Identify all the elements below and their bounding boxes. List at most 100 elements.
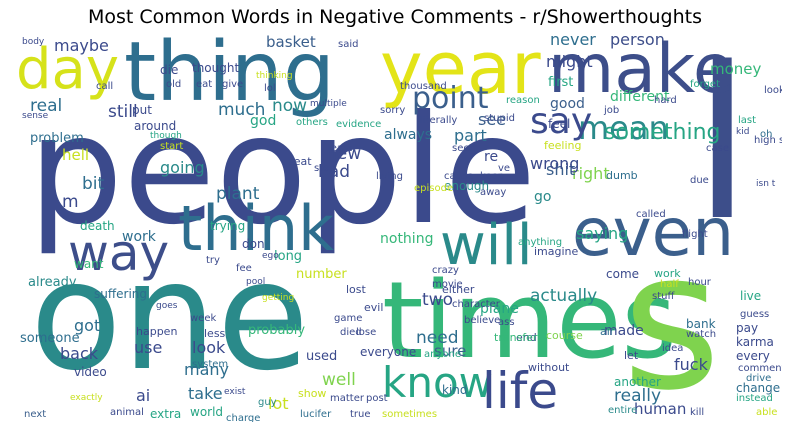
word: anyone <box>424 349 461 360</box>
word: life <box>482 362 559 420</box>
word: s <box>622 211 721 422</box>
word: lost <box>346 283 366 296</box>
word: lot <box>268 394 289 413</box>
word: see <box>478 110 507 129</box>
word: guy <box>258 397 277 408</box>
word: said <box>338 39 359 50</box>
word: ai <box>136 386 151 405</box>
word: kind <box>442 383 468 397</box>
word: everyone <box>360 345 417 359</box>
word: hell <box>62 146 90 164</box>
word: course <box>546 329 583 342</box>
word: many <box>184 360 229 379</box>
word: shit <box>546 160 576 179</box>
word: around <box>134 119 177 133</box>
word: already <box>28 275 77 290</box>
word: come <box>606 267 640 281</box>
word: post <box>366 393 388 404</box>
word: pay <box>736 321 759 335</box>
word: work <box>122 229 156 245</box>
word: number <box>296 267 347 282</box>
word: evidence <box>336 119 382 130</box>
word: god <box>250 113 277 129</box>
word-cloud: people one times s l thing year make day… <box>10 32 782 422</box>
word: exist <box>224 387 246 397</box>
word: sometimes <box>382 409 438 420</box>
word: person <box>610 32 665 49</box>
word: feel <box>548 117 571 131</box>
word: show <box>298 387 327 400</box>
word: thing <box>124 32 335 120</box>
word: nothing <box>380 231 434 247</box>
word: half <box>660 279 679 290</box>
word: entire <box>608 405 638 416</box>
word: dumb <box>606 169 638 182</box>
word: l <box>693 32 752 267</box>
word: go <box>534 189 552 205</box>
word: drive <box>746 373 772 384</box>
word: thought <box>192 61 240 75</box>
word: back <box>60 344 99 363</box>
word: two <box>422 290 453 310</box>
word: charge <box>226 413 261 423</box>
word: sense <box>22 111 49 121</box>
word: bad <box>318 162 350 182</box>
word: plant <box>216 184 260 204</box>
word: sorry <box>380 105 406 116</box>
word: got <box>74 316 101 335</box>
word: kid <box>736 127 750 137</box>
word: ass <box>498 317 515 328</box>
word: called <box>636 209 666 220</box>
word: extra <box>150 407 182 421</box>
word: happen <box>136 325 178 338</box>
word: always <box>384 127 433 143</box>
word: even <box>572 194 735 271</box>
word: call <box>96 81 114 92</box>
word: trying <box>210 219 246 233</box>
word: others <box>296 117 328 128</box>
word: m <box>62 192 79 212</box>
word: ve <box>498 163 511 174</box>
word: t <box>322 187 327 201</box>
word: bit <box>82 174 105 194</box>
word: keep <box>480 171 505 182</box>
word: way <box>68 224 170 282</box>
word: forget <box>690 79 720 90</box>
word: seat <box>288 155 312 168</box>
word: enough <box>444 179 490 193</box>
word: sure <box>434 342 467 360</box>
word: another <box>614 375 661 389</box>
word: living <box>376 171 403 182</box>
word: isn t <box>756 179 776 189</box>
word: feeling <box>544 139 582 152</box>
word: year <box>380 32 541 110</box>
word: want <box>74 257 104 271</box>
word: without <box>528 361 570 374</box>
word: goes <box>156 301 178 311</box>
word: hour <box>688 277 711 288</box>
word: hard <box>654 95 677 106</box>
word: thousand <box>400 81 447 92</box>
word: maybe <box>54 36 109 55</box>
word: take <box>188 384 223 403</box>
word: problem <box>30 131 84 146</box>
word: believe <box>464 315 501 326</box>
word: lose <box>356 327 377 338</box>
word: watch <box>686 329 717 340</box>
word: don <box>242 237 265 251</box>
word: re <box>484 149 499 165</box>
word: never <box>550 32 596 49</box>
word: basket <box>266 33 316 51</box>
word: anything <box>518 237 563 248</box>
word: next <box>24 409 47 420</box>
word: will <box>440 213 533 278</box>
word: probably <box>248 323 306 338</box>
word: first <box>548 75 574 90</box>
word: kill <box>690 407 705 418</box>
word: died <box>340 327 362 338</box>
word: think <box>178 192 335 265</box>
word: end <box>516 331 537 344</box>
word: stuff <box>652 291 675 302</box>
word: transfer <box>494 331 538 344</box>
word: part <box>454 126 487 145</box>
